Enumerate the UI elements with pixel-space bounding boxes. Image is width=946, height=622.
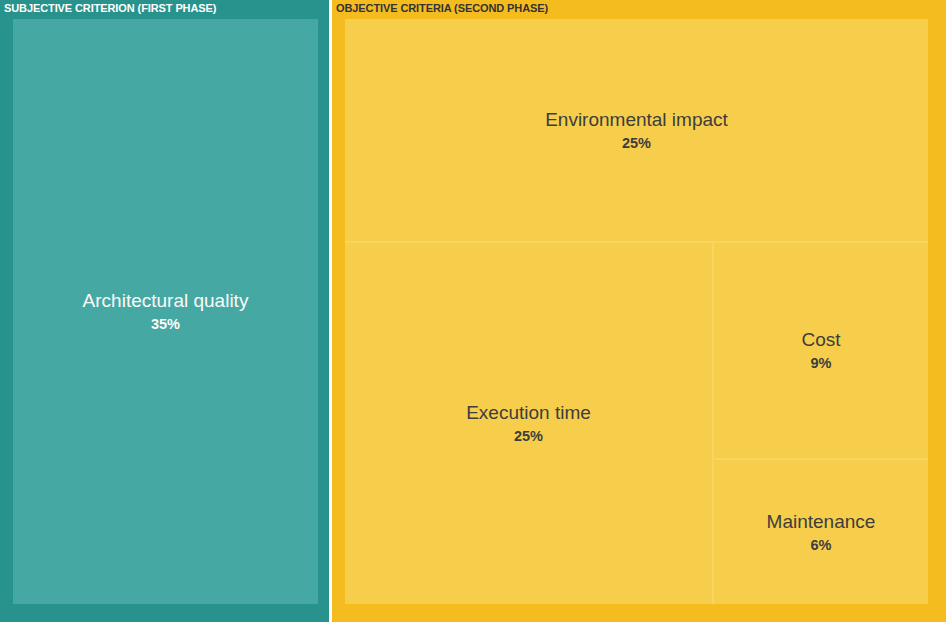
group-header-objective: OBJECTIVE CRITERIA (SECOND PHASE) <box>336 2 942 14</box>
tile-label: Execution time <box>466 401 591 425</box>
tile-percentage: 35% <box>151 315 180 334</box>
treemap-tile-architectural-quality[interactable]: Architectural quality 35% <box>13 19 318 604</box>
treemap-tile-maintenance[interactable]: Maintenance 6% <box>714 460 928 604</box>
treemap-chart: SUBJECTIVE CRITERION (FIRST PHASE) Archi… <box>0 0 946 622</box>
treemap-tile-cost[interactable]: Cost 9% <box>714 243 928 458</box>
group-header-subjective: SUBJECTIVE CRITERION (FIRST PHASE) <box>4 2 325 14</box>
treemap-group-objective: OBJECTIVE CRITERIA (SECOND PHASE) Enviro… <box>332 0 946 622</box>
tile-label: Environmental impact <box>545 108 728 132</box>
treemap-tile-execution-time[interactable]: Execution time 25% <box>345 243 712 604</box>
treemap-tile-environmental-impact[interactable]: Environmental impact 25% <box>345 19 928 241</box>
tile-label: Maintenance <box>767 510 876 534</box>
treemap-group-subjective: SUBJECTIVE CRITERION (FIRST PHASE) Archi… <box>0 0 329 622</box>
tile-percentage: 25% <box>622 134 651 153</box>
tile-percentage: 25% <box>514 427 543 446</box>
tile-percentage: 9% <box>811 354 832 373</box>
tile-percentage: 6% <box>811 536 832 555</box>
tile-label: Architectural quality <box>83 289 249 313</box>
group-inner-objective: Environmental impact 25% Execution time … <box>345 19 928 604</box>
tile-label: Cost <box>801 328 840 352</box>
group-inner-subjective: Architectural quality 35% <box>13 19 318 604</box>
